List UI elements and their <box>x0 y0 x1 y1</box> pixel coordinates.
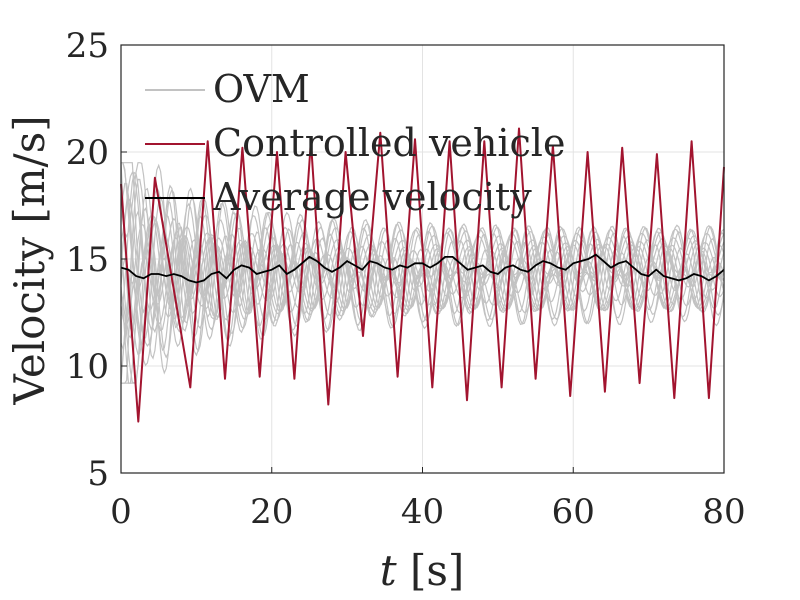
ovm-line <box>121 162 725 327</box>
ovm-line <box>120 219 725 356</box>
ticks: 0 20 40 60 80 5 10 15 20 25 <box>66 26 746 532</box>
legend-label-ovm: OVM <box>213 67 310 111</box>
y-tick-label: 15 <box>66 240 109 280</box>
controlled-vehicle-line <box>120 127 725 423</box>
x-tick-label: 80 <box>702 492 745 532</box>
controlled-vehicle-series <box>120 127 725 423</box>
y-axis-title: Velocity [m/s] <box>5 115 54 405</box>
y-tick-label: 25 <box>66 26 109 66</box>
average-velocity-line <box>120 253 725 284</box>
x-tick-label: 40 <box>401 492 444 532</box>
ovm-line <box>121 200 725 384</box>
y-tick-label: 5 <box>87 454 109 494</box>
x-axis-title: t [s] <box>380 546 465 595</box>
x-tick-label: 20 <box>250 492 293 532</box>
ovm-series <box>120 162 725 384</box>
legend-label-average-velocity: Average velocity <box>212 175 532 219</box>
ovm-line <box>121 162 725 332</box>
legend: OVM Controlled vehicle Average velocity <box>145 67 565 219</box>
y-tick-label: 20 <box>66 133 109 173</box>
average-velocity-series <box>120 253 725 284</box>
y-tick-label: 10 <box>66 347 109 387</box>
ovm-line <box>121 162 725 337</box>
legend-label-controlled-vehicle: Controlled vehicle <box>213 121 565 165</box>
x-tick-label: 60 <box>552 492 595 532</box>
x-tick-label: 0 <box>110 492 132 532</box>
